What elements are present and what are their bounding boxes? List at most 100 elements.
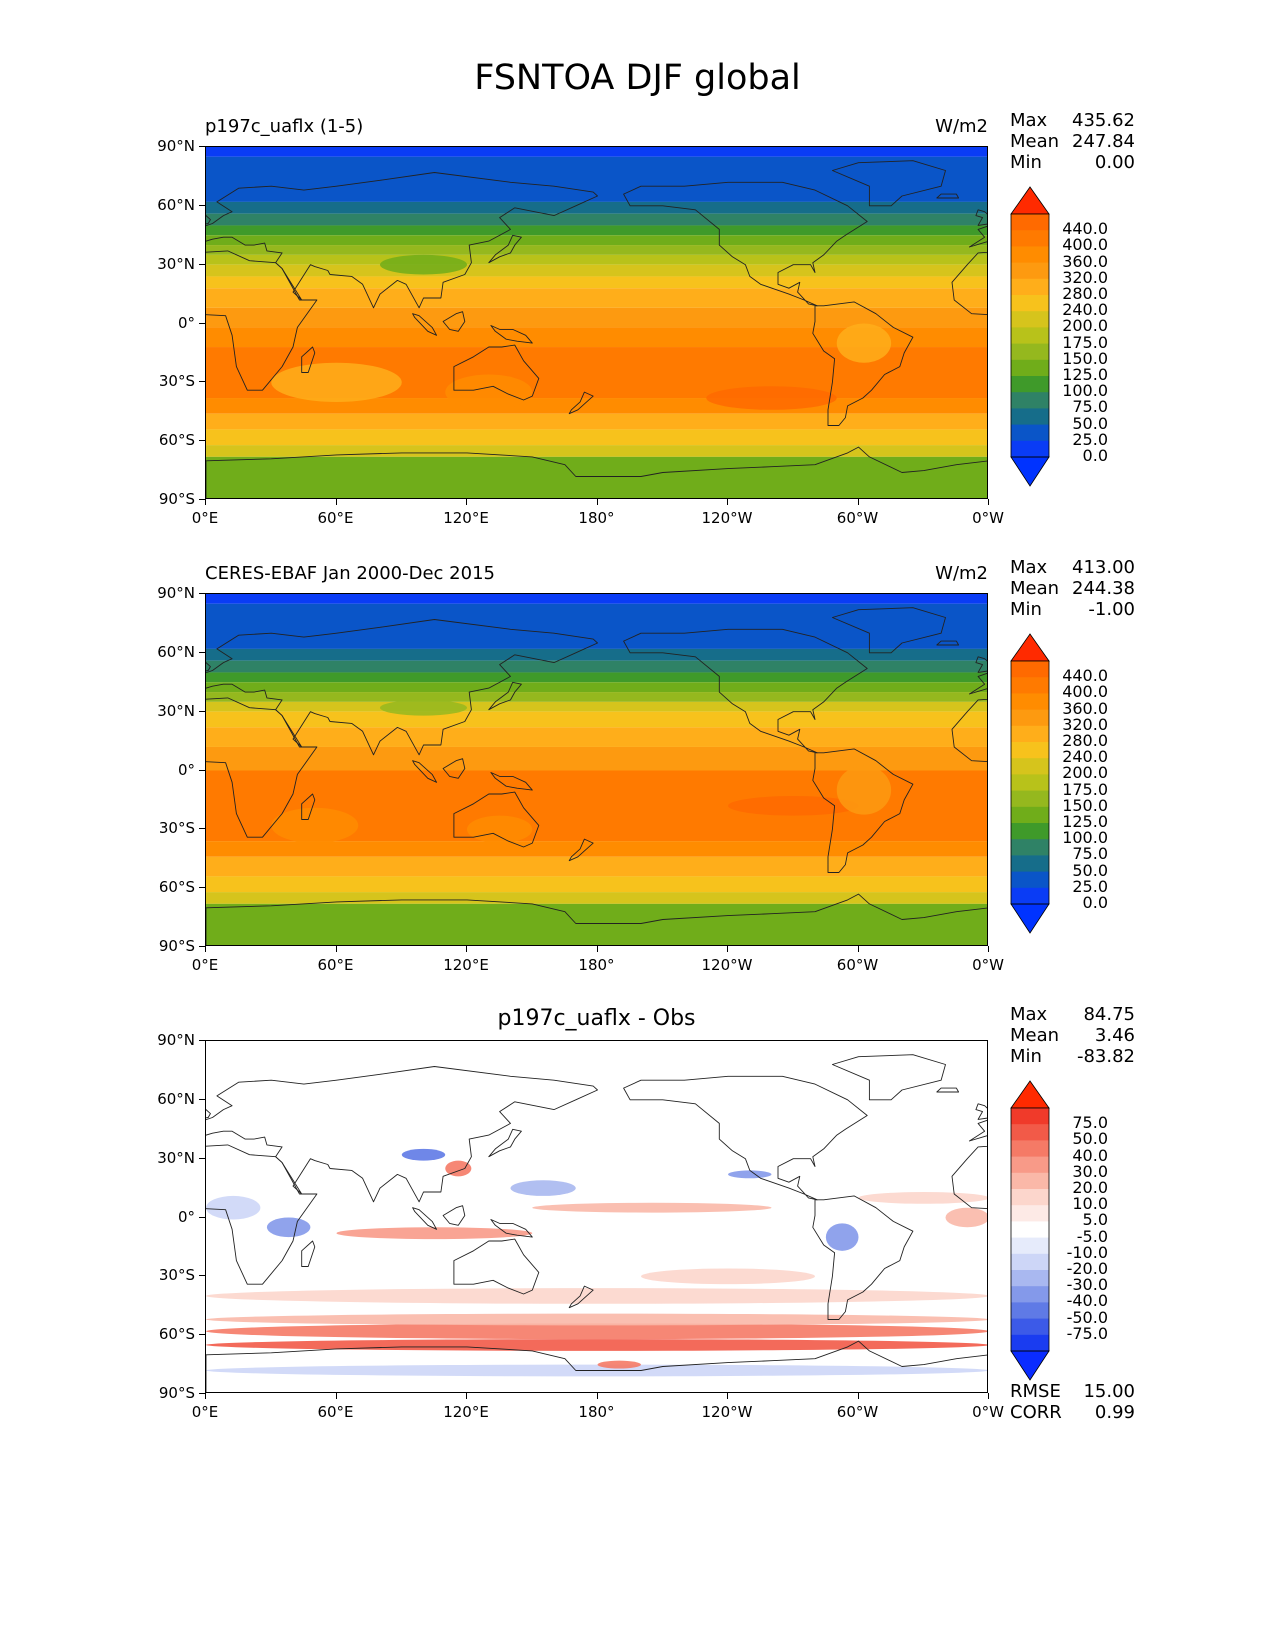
colorbar-segment xyxy=(1011,1253,1049,1271)
colorbar-segment xyxy=(1011,661,1049,678)
stat-value: 247.84 xyxy=(1072,131,1135,152)
field-patch xyxy=(380,254,467,275)
field-band xyxy=(206,276,987,289)
colorbar-tick-label: 200.0 xyxy=(1062,316,1108,336)
coast-namerica xyxy=(623,1075,868,1201)
y-tick-mark xyxy=(199,1393,205,1394)
field-band xyxy=(206,648,987,661)
stat-key: Max xyxy=(1010,557,1048,578)
colorbar-segment xyxy=(1011,424,1049,442)
colorbar-tick-label: 440.0 xyxy=(1062,219,1108,239)
colorbar-tick-label: -10.0 xyxy=(1066,1242,1108,1262)
diff-blob xyxy=(945,1207,987,1228)
y-tick-mark xyxy=(199,769,205,771)
colorbar-tick-label: 360.0 xyxy=(1062,251,1108,271)
stat-value: -1.00 xyxy=(1088,599,1135,620)
map-canvas xyxy=(206,1041,987,1392)
diff-blob xyxy=(445,1160,472,1177)
y-tick-label: 30°S xyxy=(158,1266,195,1285)
x-tick-mark xyxy=(857,1393,859,1399)
x-tick-mark xyxy=(988,499,989,505)
colorbar-segment xyxy=(1011,230,1049,247)
x-tick-mark xyxy=(727,1393,728,1399)
colorbar-segment xyxy=(1011,440,1049,458)
coast-uk xyxy=(206,662,211,672)
colorbar-tick-label: 50.0 xyxy=(1072,413,1108,433)
stat-key: RMSE xyxy=(1010,1381,1061,1402)
colorbar-tick-label: 240.0 xyxy=(1062,747,1108,767)
y-tick-mark xyxy=(199,1334,205,1336)
colorbar-segment xyxy=(1011,1302,1049,1320)
diff-blob xyxy=(597,1360,641,1369)
coast-australia xyxy=(453,791,540,848)
colorbar-tick-label: 75.0 xyxy=(1072,844,1108,864)
y-tick-mark xyxy=(199,263,205,265)
colorbar-graphic xyxy=(1010,186,1050,487)
coast-samerica xyxy=(812,1195,914,1320)
colorbar-segment xyxy=(1011,1205,1049,1222)
field-band xyxy=(206,682,987,693)
x-tick-mark xyxy=(988,1393,989,1399)
y-tick-label: 90°N xyxy=(157,584,195,602)
colorbar-tick-label: 5.0 xyxy=(1082,1210,1108,1230)
x-tick-label: 0°E xyxy=(191,1403,219,1421)
field-band xyxy=(206,594,987,604)
x-tick-label: 60°E xyxy=(317,1403,354,1421)
colorbar-segment xyxy=(1011,1237,1049,1255)
y-tick-mark xyxy=(199,146,205,147)
x-tick-label: 60°E xyxy=(317,509,354,527)
colorbar-segment xyxy=(1011,790,1049,808)
y-tick-label: 0° xyxy=(177,760,195,779)
stat-max: Max 435.62 xyxy=(1010,110,1135,132)
coast-africa xyxy=(206,1144,318,1285)
coast-sumatra xyxy=(412,760,438,783)
colorbar-tick-label: 150.0 xyxy=(1062,795,1108,815)
coast-sumatra xyxy=(412,1207,438,1230)
field-band xyxy=(206,692,987,702)
stat-min: Min -83.82 xyxy=(1010,1046,1135,1068)
coast-madagascar xyxy=(301,346,316,373)
coast-greenland xyxy=(831,1054,946,1101)
colorbar-tick-label: 360.0 xyxy=(1062,698,1108,718)
colorbar-segment xyxy=(1011,214,1049,231)
coast-namerica xyxy=(623,628,868,754)
y-tick-label: 90°N xyxy=(157,137,195,155)
x-tick-mark xyxy=(596,1393,598,1399)
x-tick-label: 120°E xyxy=(443,509,489,527)
colorbar-tick-label: -20.0 xyxy=(1066,1259,1108,1278)
stat-key: Min xyxy=(1010,152,1042,173)
colorbar-tick-label: 40.0 xyxy=(1072,1145,1108,1165)
map-panel-obs xyxy=(205,593,988,946)
y-tick-label: 60°S xyxy=(158,431,195,450)
field-band xyxy=(206,856,987,877)
colorbar-tick-label: 75.0 xyxy=(1072,1113,1108,1133)
field-patch xyxy=(271,362,402,402)
y-tick-label: 30°N xyxy=(157,1148,195,1167)
x-tick-mark xyxy=(335,946,337,952)
stat-max: Max 413.00 xyxy=(1010,557,1135,579)
x-tick-label: 0°W xyxy=(972,509,1004,527)
colorbar-tick-label: 0.0 xyxy=(1082,893,1108,912)
coast-iceland xyxy=(936,1087,960,1093)
colorbar-segment xyxy=(1011,1270,1049,1287)
field-patch xyxy=(271,807,359,844)
stat-value: 15.00 xyxy=(1083,1381,1135,1402)
coast-japan xyxy=(488,681,522,711)
colorbar-tick-label: 25.0 xyxy=(1072,876,1108,896)
diff-blob xyxy=(858,1192,987,1204)
y-tick-mark xyxy=(199,651,205,653)
colorbar-segment xyxy=(1011,709,1049,727)
stat-value: 244.38 xyxy=(1072,578,1135,599)
stat-key: Mean xyxy=(1010,578,1060,599)
y-tick-mark xyxy=(199,710,205,712)
x-tick-label: 0°E xyxy=(191,956,219,974)
stat-rmse: RMSE 15.00 xyxy=(1010,1381,1135,1403)
y-tick-label: 60°N xyxy=(157,1089,195,1108)
stat-key: Mean xyxy=(1010,1025,1060,1046)
x-tick-mark xyxy=(857,946,859,952)
x-tick-mark xyxy=(466,946,467,952)
stat-corr: CORR 0.99 xyxy=(1010,1402,1135,1424)
colorbar-segment xyxy=(1011,1140,1049,1158)
field-band xyxy=(206,288,987,308)
colorbar-segment xyxy=(1011,871,1049,889)
